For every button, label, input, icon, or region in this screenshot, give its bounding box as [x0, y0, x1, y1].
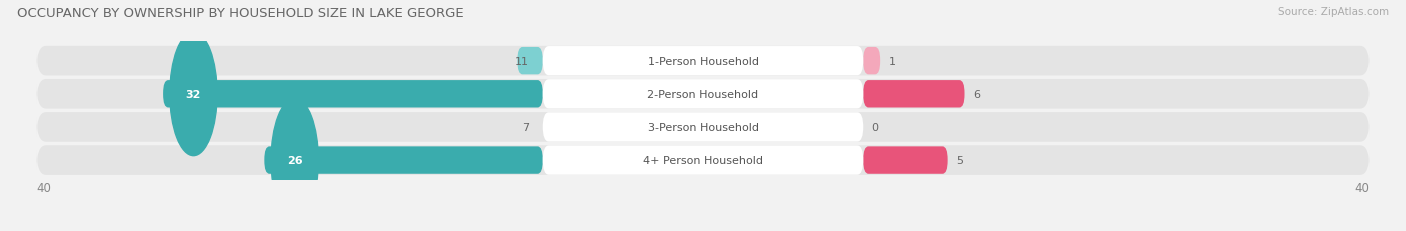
- FancyBboxPatch shape: [37, 47, 1369, 76]
- Text: 5: 5: [956, 155, 963, 165]
- FancyBboxPatch shape: [163, 81, 543, 108]
- Text: 32: 32: [186, 89, 201, 99]
- Text: 1: 1: [889, 56, 896, 66]
- Text: 11: 11: [515, 56, 529, 66]
- FancyBboxPatch shape: [37, 146, 1369, 175]
- Text: 4+ Person Household: 4+ Person Household: [643, 155, 763, 165]
- Text: 6: 6: [973, 89, 980, 99]
- FancyBboxPatch shape: [543, 80, 863, 109]
- Text: 0: 0: [872, 122, 879, 132]
- Text: Source: ZipAtlas.com: Source: ZipAtlas.com: [1278, 7, 1389, 17]
- Text: 40: 40: [1354, 181, 1369, 194]
- Circle shape: [271, 99, 318, 222]
- FancyBboxPatch shape: [37, 113, 1369, 142]
- Text: 40: 40: [37, 181, 52, 194]
- FancyBboxPatch shape: [37, 80, 1369, 109]
- Text: 26: 26: [287, 155, 302, 165]
- FancyBboxPatch shape: [543, 146, 863, 175]
- FancyBboxPatch shape: [543, 113, 863, 142]
- FancyBboxPatch shape: [264, 147, 543, 174]
- Text: 3-Person Household: 3-Person Household: [648, 122, 758, 132]
- Legend: Owner-occupied, Renter-occupied: Owner-occupied, Renter-occupied: [582, 228, 824, 231]
- FancyBboxPatch shape: [543, 47, 863, 76]
- Text: 1-Person Household: 1-Person Household: [648, 56, 758, 66]
- Text: 2-Person Household: 2-Person Household: [647, 89, 759, 99]
- Text: OCCUPANCY BY OWNERSHIP BY HOUSEHOLD SIZE IN LAKE GEORGE: OCCUPANCY BY OWNERSHIP BY HOUSEHOLD SIZE…: [17, 7, 464, 20]
- FancyBboxPatch shape: [863, 48, 880, 75]
- FancyBboxPatch shape: [517, 48, 543, 75]
- Circle shape: [170, 33, 217, 156]
- FancyBboxPatch shape: [863, 81, 965, 108]
- Text: 7: 7: [522, 122, 529, 132]
- FancyBboxPatch shape: [863, 147, 948, 174]
